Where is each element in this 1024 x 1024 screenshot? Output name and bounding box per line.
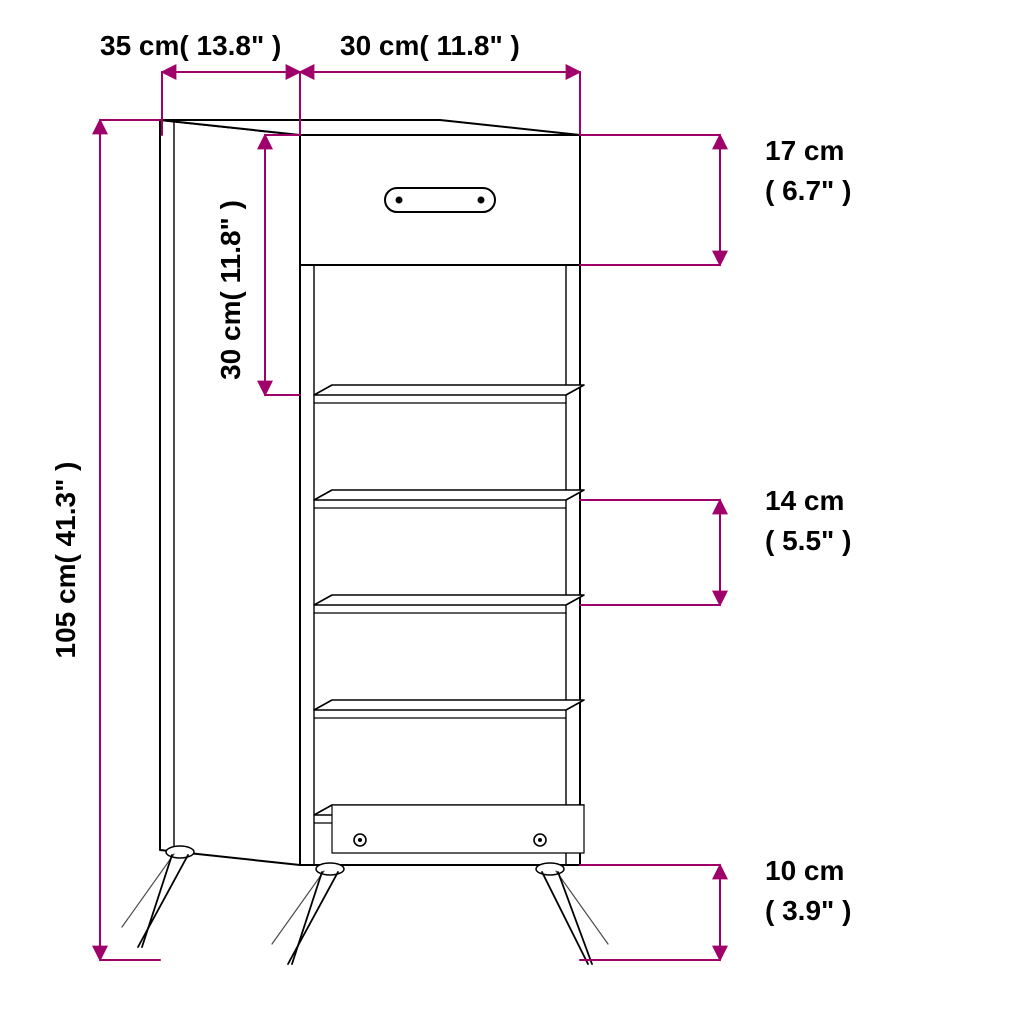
dim-label-leg-height-b: ( 3.9" ) [765, 895, 851, 926]
dim-label-shelf-height-a: 14 cm [765, 485, 844, 516]
dim-label-shelf-height-b: ( 5.5" ) [765, 525, 851, 556]
cabinet-drawing [122, 120, 608, 964]
dim-label-height: 105 cm( 41.3" ) [50, 462, 81, 659]
dim-label-open-height: 30 cm( 11.8" ) [215, 200, 246, 380]
dim-label-drawer-height-a: 17 cm [765, 135, 844, 166]
dim-label-drawer-height-b: ( 6.7" ) [765, 175, 851, 206]
dim-label-width: 30 cm( 11.8" ) [340, 30, 520, 61]
dim-label-leg-height-a: 10 cm [765, 855, 844, 886]
dim-label-depth: 35 cm( 13.8" ) [100, 30, 281, 61]
